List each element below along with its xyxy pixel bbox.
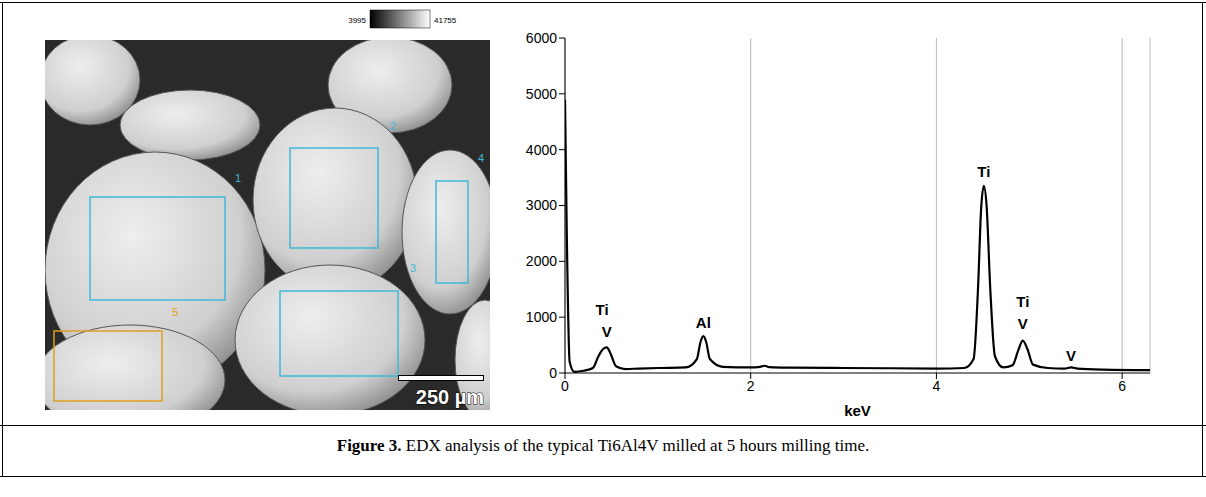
svg-text:V: V	[1018, 315, 1028, 332]
svg-text:1000: 1000	[526, 309, 557, 325]
svg-text:Ti: Ti	[977, 163, 990, 180]
svg-text:keV: keV	[844, 402, 871, 419]
svg-text:4000: 4000	[526, 142, 557, 158]
svg-text:6: 6	[1118, 378, 1126, 394]
svg-text:5: 5	[172, 306, 178, 318]
svg-text:0: 0	[549, 365, 557, 381]
svg-text:3000: 3000	[526, 197, 557, 213]
svg-text:3995: 3995	[348, 16, 366, 25]
svg-text:250 µm: 250 µm	[416, 386, 484, 408]
svg-text:Ti: Ti	[1016, 293, 1029, 310]
svg-text:V: V	[602, 323, 612, 340]
svg-text:6000: 6000	[526, 30, 557, 46]
svg-text:3: 3	[410, 262, 416, 274]
html-text:Figure 3. EDX analysis of the: Figure 3. EDX analysis of the typical Ti…	[336, 436, 870, 455]
svg-text:1: 1	[235, 172, 241, 184]
svg-text:5000: 5000	[526, 86, 557, 102]
svg-text:2000: 2000	[526, 253, 557, 269]
svg-text:41755: 41755	[434, 16, 457, 25]
svg-text:Al: Al	[696, 314, 711, 331]
svg-text:V: V	[1066, 347, 1076, 364]
svg-text:4: 4	[478, 152, 484, 164]
svg-text:Ti: Ti	[596, 301, 609, 318]
svg-text:2: 2	[747, 378, 755, 394]
svg-text:0: 0	[561, 378, 569, 394]
svg-text:2: 2	[390, 120, 396, 132]
svg-text:4: 4	[933, 378, 941, 394]
